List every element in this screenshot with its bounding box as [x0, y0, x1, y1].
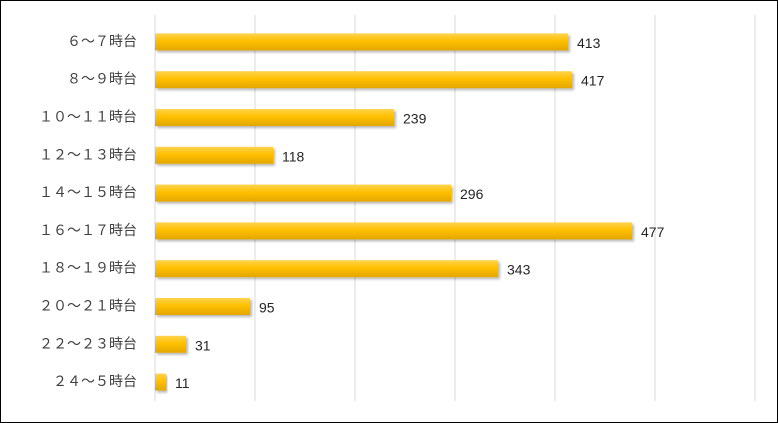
category-label: ２４～５時台: [53, 374, 137, 390]
bar: [155, 373, 166, 391]
data-label: 11: [175, 375, 190, 391]
bar: [155, 260, 498, 278]
data-label: 343: [507, 262, 531, 278]
category-label: １８～１９時台: [39, 261, 137, 277]
bars: [155, 33, 632, 391]
category-label: ８～９時台: [67, 72, 137, 88]
bar: [155, 335, 186, 353]
data-label: 413: [577, 35, 601, 51]
bar: [155, 109, 394, 126]
bar: [155, 146, 273, 164]
bar: [155, 33, 568, 51]
data-label: 417: [581, 73, 605, 89]
category-label: １２～１３時台: [39, 147, 137, 163]
bar: [155, 222, 632, 240]
data-label: 31: [195, 337, 211, 353]
category-label: ６～７時台: [67, 34, 137, 50]
bar: [155, 71, 572, 89]
value-labels: 413 417 239 118 296 477 343 95 31 11: [175, 35, 665, 391]
data-label: 239: [403, 111, 427, 127]
category-label: ２０～２１時台: [39, 299, 137, 315]
category-label: １６～１７時台: [39, 223, 137, 239]
bar: [155, 298, 250, 315]
category-label: １０～１１時台: [39, 110, 137, 126]
bar: [155, 184, 451, 202]
data-label: 118: [282, 148, 305, 164]
category-label: １４～１５時台: [39, 185, 137, 201]
category-labels: ６～７時台 ８～９時台 １０～１１時台 １２～１３時台 １４～１５時台 １６～１７時台 １８…: [39, 34, 137, 390]
data-label: 477: [641, 224, 665, 240]
data-label: 95: [259, 300, 275, 316]
category-label: ２２～２３時台: [39, 336, 137, 352]
data-label: 296: [460, 186, 484, 202]
